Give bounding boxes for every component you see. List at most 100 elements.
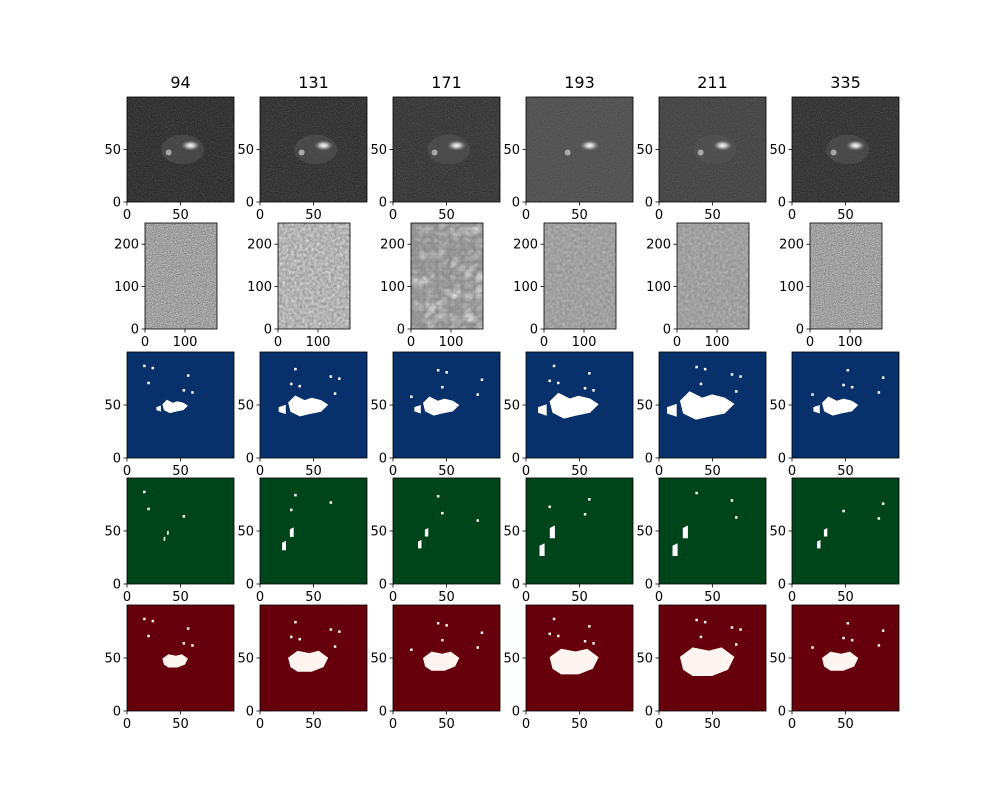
mask-region: [538, 404, 547, 416]
y-tick-label: 100: [646, 280, 671, 295]
x-tick-label: 0: [788, 208, 796, 223]
y-tick-label: 50: [636, 399, 653, 414]
mask-speck: [877, 517, 881, 520]
y-tick-label: 50: [769, 143, 786, 158]
panel-r2-c5: [791, 351, 900, 459]
x-tick-label: 0: [274, 335, 282, 350]
mask-speck: [730, 373, 734, 376]
mask-region: [167, 530, 169, 535]
mask-speck: [143, 364, 146, 368]
active-region: [826, 134, 870, 165]
mask-speck: [186, 627, 190, 630]
mask-region: [817, 539, 821, 549]
y-tick-label: 200: [513, 238, 538, 253]
mask-background: [526, 478, 633, 584]
panel-r3-c5: [791, 477, 900, 585]
x-tick-label: 0: [256, 208, 264, 223]
y-tick-label: 100: [247, 280, 272, 295]
mask-speck: [338, 630, 341, 633]
bright-core: [447, 140, 467, 151]
y-tick-label: 0: [379, 705, 387, 720]
bright-core: [580, 140, 600, 151]
mask-speck: [298, 637, 301, 641]
mask-speck: [557, 634, 560, 638]
mask-speck: [877, 391, 881, 394]
y-tick-label: 0: [131, 323, 139, 338]
mask-speck: [703, 367, 707, 371]
mask-speck: [329, 501, 333, 504]
x-tick-label: 0: [389, 590, 397, 605]
y-tick-label: 0: [512, 578, 520, 593]
x-tick-label: 0: [806, 335, 814, 350]
mask-speck: [294, 493, 297, 497]
mask-speck: [476, 646, 479, 649]
y-tick-label: 50: [237, 652, 254, 667]
x-tick-label: 50: [438, 590, 455, 605]
y-tick-label: 0: [778, 196, 786, 211]
panel-r0-c1: 131: [259, 73, 368, 203]
y-tick-label: 0: [796, 323, 804, 338]
x-tick-label: 50: [305, 208, 322, 223]
mask-region: [679, 647, 735, 676]
panel-r2-c4: [658, 351, 767, 459]
mask-region: [667, 403, 677, 417]
mask-region: [823, 528, 828, 537]
bright-spot: [697, 149, 704, 156]
x-tick-label: 0: [256, 717, 264, 732]
mask-speck: [294, 620, 297, 624]
x-tick-label: 100: [173, 335, 198, 350]
y-tick-label: 0: [379, 452, 387, 467]
y-tick-label: 50: [237, 143, 254, 158]
x-tick-label: 0: [256, 464, 264, 479]
image-noise: [677, 223, 749, 329]
mask-speck: [811, 393, 814, 396]
x-tick-label: 100: [705, 335, 730, 350]
y-tick-label: 0: [397, 323, 405, 338]
active-region: [693, 134, 737, 165]
x-tick-label: 50: [571, 590, 588, 605]
mask-speck: [739, 628, 742, 631]
mask-background: [792, 478, 899, 584]
mask-region: [672, 543, 678, 556]
y-tick-label: 0: [663, 323, 671, 338]
y-tick-label: 50: [636, 652, 653, 667]
y-tick-label: 50: [503, 399, 520, 414]
y-tick-label: 100: [380, 280, 405, 295]
mask-speck: [699, 635, 703, 639]
mask-speck: [842, 509, 845, 513]
y-tick-label: 50: [104, 652, 121, 667]
mask-speck: [846, 622, 850, 625]
mask-speck: [588, 372, 591, 375]
y-tick-label: 50: [104, 399, 121, 414]
mask-region: [418, 539, 422, 549]
axes-frame: [676, 222, 750, 330]
bright-core: [713, 140, 733, 151]
axes-frame: [543, 222, 617, 330]
bright-core: [314, 140, 334, 151]
mask-region: [822, 651, 859, 671]
y-tick-label: 100: [513, 280, 538, 295]
x-tick-label: 0: [123, 464, 131, 479]
mask-background: [659, 478, 766, 584]
x-tick-label: 50: [438, 208, 455, 223]
x-tick-label: 50: [172, 208, 189, 223]
panel-r0-c0: 94: [126, 73, 235, 203]
y-tick-label: 0: [778, 578, 786, 593]
mask-speck: [842, 636, 845, 640]
x-tick-label: 50: [571, 717, 588, 732]
y-tick-label: 50: [237, 525, 254, 540]
x-tick-label: 50: [305, 464, 322, 479]
bright-spot: [564, 149, 571, 156]
mask-speck: [846, 369, 850, 372]
y-tick-label: 0: [113, 196, 121, 211]
mask-speck: [182, 389, 186, 392]
mask-speck: [557, 381, 560, 385]
panel-r4-c0: [126, 604, 235, 712]
panel-r4-c3: [525, 604, 634, 712]
mask-speck: [182, 642, 186, 645]
x-tick-label: 50: [571, 464, 588, 479]
y-tick-label: 0: [246, 705, 254, 720]
x-tick-label: 0: [655, 208, 663, 223]
mask-speck: [588, 498, 591, 501]
x-tick-label: 50: [837, 590, 854, 605]
